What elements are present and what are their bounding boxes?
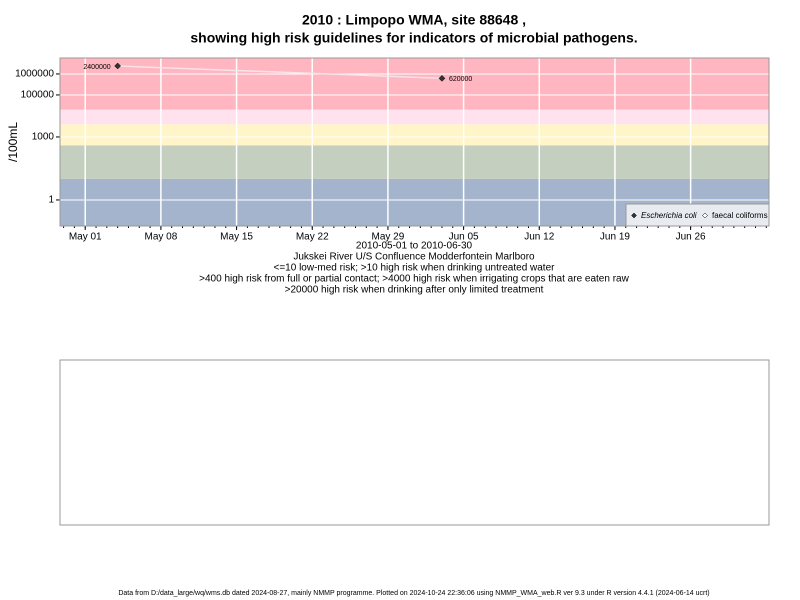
y-tick-label: 1 bbox=[48, 195, 54, 206]
chart-note: <=10 low-med risk; >10 high risk when dr… bbox=[274, 263, 556, 274]
chart-note: Jukskei River U/S Confluence Modderfonte… bbox=[293, 252, 535, 263]
chart-title: 2010 : Limpopo WMA, site 88648 , bbox=[302, 12, 526, 28]
y-tick-label: 1000000 bbox=[15, 69, 54, 80]
data-point bbox=[114, 62, 122, 70]
risk-band bbox=[60, 124, 769, 146]
x-tick-label: May 15 bbox=[220, 232, 253, 243]
x-tick-label: Jun 05 bbox=[449, 232, 479, 243]
legend-marker bbox=[702, 212, 708, 219]
x-tick-label: May 22 bbox=[296, 232, 329, 243]
chart-note: >20000 high risk when drinking after onl… bbox=[285, 285, 544, 296]
x-tick-label: Jun 19 bbox=[600, 232, 630, 243]
plot-frame bbox=[59, 57, 770, 227]
x-tick-label: Jun 26 bbox=[676, 232, 706, 243]
series-line bbox=[117, 65, 443, 80]
x-tick-label: May 01 bbox=[69, 232, 102, 243]
risk-band bbox=[60, 58, 769, 110]
legend-marker bbox=[631, 212, 637, 219]
chart-subtitle: showing high risk guidelines for indicat… bbox=[190, 30, 637, 46]
data-label: 620000 bbox=[449, 76, 472, 83]
legend-label: Escherichia coli bbox=[641, 211, 697, 220]
legend-label: faecal coliforms bbox=[712, 211, 768, 220]
footer: Data from D:/data_large/wq/wms.db dated … bbox=[118, 590, 709, 597]
x-tick-label: May 29 bbox=[372, 232, 405, 243]
x-tick-label: Jun 12 bbox=[524, 232, 554, 243]
y-axis-label: /100mL bbox=[6, 122, 20, 162]
empty-panel bbox=[59, 359, 770, 526]
data-label: 2400000 bbox=[83, 64, 110, 71]
risk-band bbox=[60, 145, 769, 179]
data-point bbox=[438, 74, 446, 82]
risk-band bbox=[60, 109, 769, 125]
y-tick-label: 100000 bbox=[21, 90, 55, 101]
chart-note: 2010-05-01 to 2010-06-30 bbox=[356, 241, 473, 252]
legend-box bbox=[625, 203, 770, 227]
chart-note: >400 high risk from full or partial cont… bbox=[199, 274, 629, 285]
x-tick-label: May 08 bbox=[145, 232, 178, 243]
y-tick-label: 1000 bbox=[32, 132, 55, 143]
